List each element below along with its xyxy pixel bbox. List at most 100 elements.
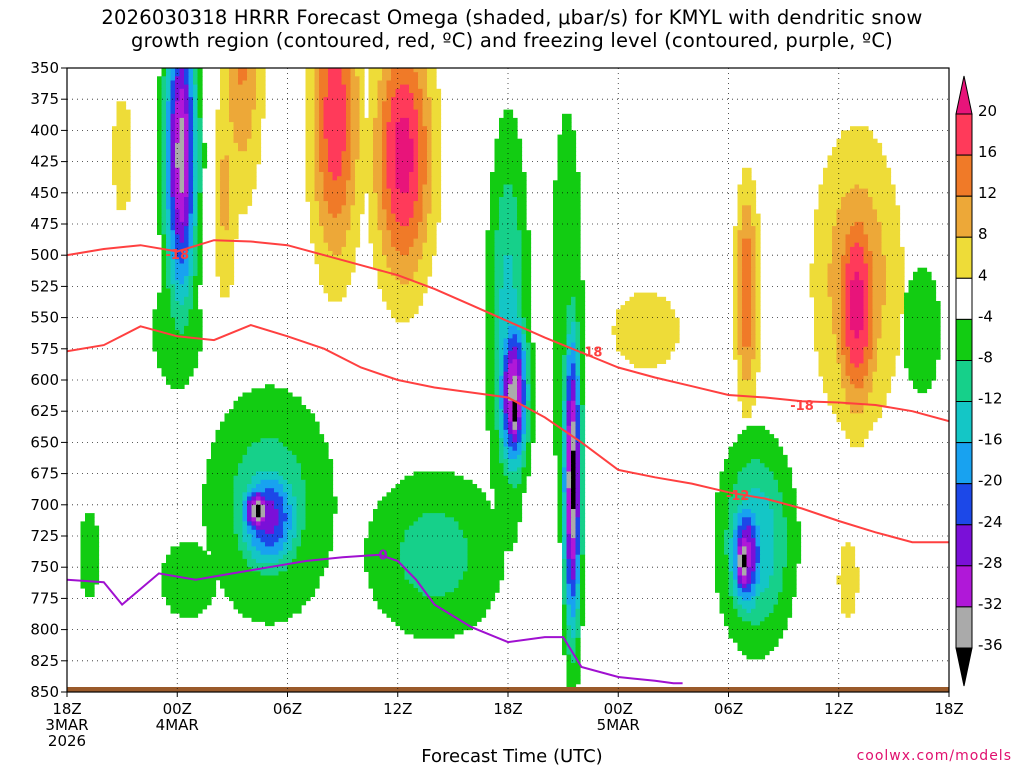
omega-cell [265, 488, 275, 493]
omega-cell [904, 321, 941, 327]
y-tick-label: 650 [30, 433, 59, 451]
omega-cell [566, 683, 577, 689]
omega-cell [742, 221, 752, 227]
omega-cell [742, 583, 748, 589]
omega-cell [184, 155, 190, 161]
omega-cell [737, 479, 779, 485]
omega-cell [431, 192, 442, 198]
omega-cell [737, 296, 743, 302]
omega-cell [503, 421, 509, 427]
omega-cell [296, 525, 307, 531]
omega-cell [580, 558, 586, 564]
omega-cell [872, 317, 883, 323]
omega-cell [863, 280, 869, 285]
omega-cell [530, 396, 536, 402]
y-tick-label: 550 [30, 309, 59, 327]
omega-cell [787, 525, 802, 531]
omega-cell [845, 280, 851, 285]
contour-label: -12 [726, 489, 750, 504]
omega-cell [512, 400, 518, 406]
omega-cell [841, 346, 851, 352]
omega-cell [431, 97, 442, 102]
omega-cell [575, 296, 586, 302]
omega-cell [517, 367, 523, 373]
omega-cell [400, 563, 469, 568]
omega-cell [742, 263, 752, 269]
omega-cell [553, 255, 581, 260]
omega-cell [364, 546, 401, 552]
omega-cell [166, 197, 172, 202]
omega-cell [521, 259, 532, 265]
omega-cell [229, 68, 239, 73]
omega-cell [319, 113, 325, 119]
omega-cell [575, 359, 581, 364]
omega-cell [170, 151, 176, 156]
omega-cell [566, 513, 572, 518]
omega-cell [715, 563, 730, 568]
omega-cell [355, 188, 374, 194]
omega-cell [368, 226, 379, 231]
omega-cell [157, 305, 172, 310]
omega-cell [161, 142, 167, 148]
colorbar-label: 4 [978, 266, 988, 284]
omega-cell [373, 138, 383, 144]
omega-cell [116, 184, 131, 190]
omega-cell [868, 301, 874, 306]
omega-cell [566, 342, 572, 348]
omega-cell [562, 413, 568, 419]
omega-cell [278, 550, 289, 556]
omega-cell [530, 380, 536, 385]
omega-cell [715, 575, 730, 581]
omega-cell [161, 88, 167, 94]
omega-cell [850, 296, 865, 302]
omega-cell [319, 263, 356, 269]
omega-cell [863, 405, 883, 410]
omega-cell [733, 276, 739, 281]
omega-cell [508, 467, 518, 473]
omega-cell [755, 255, 761, 260]
omega-cell [566, 384, 572, 389]
omega-cell [454, 588, 500, 593]
omega-cell [499, 355, 505, 360]
omega-cell [764, 492, 784, 498]
omega-cell [719, 592, 730, 597]
omega-cell [737, 334, 743, 339]
omega-cell [373, 184, 383, 190]
omega-cell [854, 384, 865, 389]
omega-cell [391, 267, 419, 273]
omega-cell [850, 359, 865, 364]
omega-cell [517, 388, 523, 394]
omega-cell [377, 504, 491, 510]
omega-cell [490, 454, 500, 460]
omega-cell [346, 93, 352, 98]
colorbar-label: -8 [978, 349, 993, 367]
omega-cell [197, 234, 203, 240]
omega-cell [256, 558, 280, 564]
omega-cell [863, 301, 869, 306]
omega-cell [413, 238, 428, 244]
omega-cell [553, 192, 581, 198]
omega-cell [184, 134, 190, 140]
omega-cell [562, 371, 568, 377]
omega-cell [566, 571, 572, 577]
omega-cell [755, 525, 761, 531]
omega-cell [161, 192, 167, 198]
omega-cell [485, 413, 496, 419]
omega-cell [742, 546, 748, 552]
omega-cell [152, 309, 172, 315]
omega-cell [562, 396, 568, 402]
omega-cell [841, 321, 847, 327]
omega-cell [229, 180, 257, 186]
contour-line [67, 324, 949, 544]
omega-cell [580, 367, 586, 373]
omega-cell [737, 238, 743, 244]
omega-cell [814, 296, 833, 302]
omega-cell [625, 301, 671, 306]
omega-cell [490, 205, 500, 211]
omega-cell [728, 454, 788, 460]
omega-cell [341, 167, 352, 173]
omega-cell [512, 280, 523, 285]
omega-cell [715, 538, 725, 543]
omega-cell [80, 550, 100, 556]
omega-cell [530, 438, 536, 443]
